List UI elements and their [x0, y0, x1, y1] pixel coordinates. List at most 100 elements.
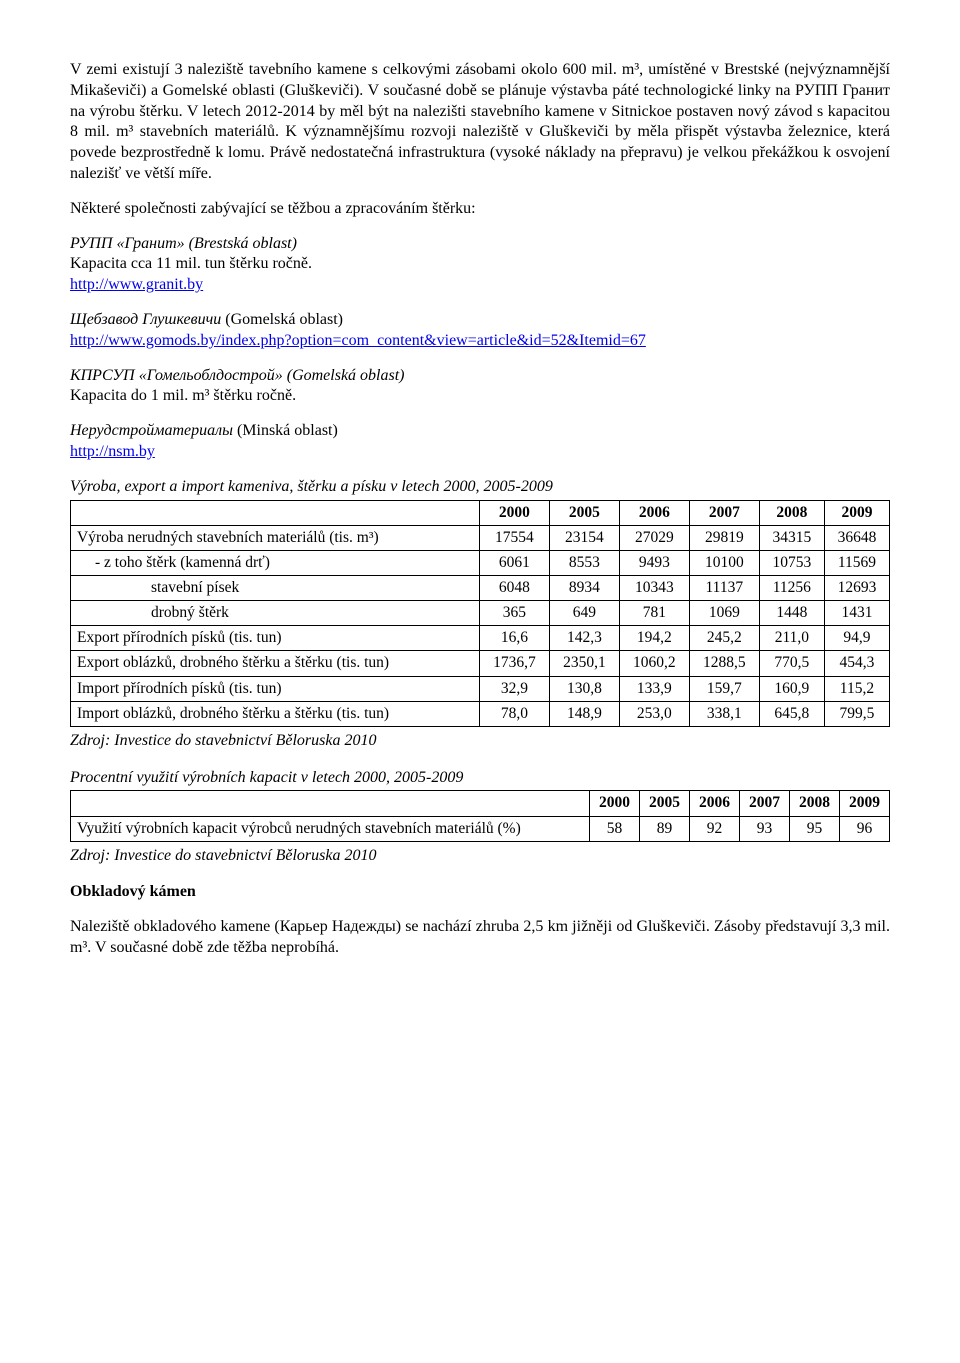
paragraph-last: Naleziště obkladového kamene (Карьер Над… — [70, 917, 890, 959]
table-1-year: 2000 — [479, 500, 549, 525]
cell-value: 1448 — [759, 601, 824, 626]
table-2-year: 2005 — [640, 791, 690, 816]
table-2-year: 2009 — [839, 791, 889, 816]
table-row: Export oblázků, drobného štěrku a štěrku… — [71, 651, 890, 676]
table-row: Import přírodních písků (tis. tun)32,913… — [71, 676, 890, 701]
cell-value: 115,2 — [824, 676, 889, 701]
cell-value: 2350,1 — [549, 651, 619, 676]
row-label: drobný štěrk — [71, 601, 480, 626]
cell-value: 89 — [640, 816, 690, 841]
cell-value: 245,2 — [689, 626, 759, 651]
cell-value: 34315 — [759, 525, 824, 550]
company-2-link[interactable]: http://www.gomods.by/index.php?option=co… — [70, 332, 646, 349]
row-label: stavební písek — [71, 575, 480, 600]
cell-value: 8934 — [549, 575, 619, 600]
cell-value: 94,9 — [824, 626, 889, 651]
cell-value: 6061 — [479, 550, 549, 575]
cell-value: 160,9 — [759, 676, 824, 701]
table-1-year: 2006 — [619, 500, 689, 525]
cell-value: 11137 — [689, 575, 759, 600]
company-4-link[interactable]: http://nsm.by — [70, 443, 155, 460]
company-1-name: РУПП «Гранит» (Brestská oblast) — [70, 235, 297, 252]
company-1: РУПП «Гранит» (Brestská oblast) Kapacita… — [70, 234, 890, 296]
table-1-year: 2008 — [759, 500, 824, 525]
row-label: - z toho štěrk (kamenná drť) — [71, 550, 480, 575]
cell-value: 645,8 — [759, 701, 824, 726]
company-1-capacity: Kapacita cca 11 mil. tun štěrku ročně. — [70, 255, 312, 272]
company-3-capacity: Kapacita do 1 mil. m³ štěrku ročně. — [70, 387, 296, 404]
cell-value: 130,8 — [549, 676, 619, 701]
table-row: Využití výrobních kapacit výrobců nerudn… — [71, 816, 890, 841]
table-row: stavební písek60488934103431113711256126… — [71, 575, 890, 600]
cell-value: 95 — [789, 816, 839, 841]
cell-value: 194,2 — [619, 626, 689, 651]
cell-value: 649 — [549, 601, 619, 626]
cell-value: 27029 — [619, 525, 689, 550]
row-label: Export oblázků, drobného štěrku a štěrku… — [71, 651, 480, 676]
table-row: Import oblázků, drobného štěrku a štěrku… — [71, 701, 890, 726]
table-1-source: Zdroj: Investice do stavebnictví Bělorus… — [70, 731, 890, 752]
cell-value: 16,6 — [479, 626, 549, 651]
cell-value: 23154 — [549, 525, 619, 550]
table-2-year: 2008 — [789, 791, 839, 816]
table-2-source: Zdroj: Investice do stavebnictví Bělorus… — [70, 846, 890, 867]
company-1-link[interactable]: http://www.granit.by — [70, 276, 203, 293]
company-3-name: КПРСУП «Гомельоблдострой» (Gomelská obla… — [70, 367, 405, 384]
table-2: 200020052006200720082009Využití výrobníc… — [70, 790, 890, 841]
table-row: - z toho štěrk (kamenná drť)606185539493… — [71, 550, 890, 575]
table-1-year: 2009 — [824, 500, 889, 525]
cell-value: 253,0 — [619, 701, 689, 726]
paragraph-companies-intro: Některé společnosti zabývající se těžbou… — [70, 199, 890, 220]
cell-value: 159,7 — [689, 676, 759, 701]
cell-value: 9493 — [619, 550, 689, 575]
cell-value: 36648 — [824, 525, 889, 550]
row-label: Export přírodních písků (tis. tun) — [71, 626, 480, 651]
row-label: Výroba nerudných stavebních materiálů (t… — [71, 525, 480, 550]
table-row: drobný štěrk365649781106914481431 — [71, 601, 890, 626]
table-row: Výroba nerudných stavebních materiálů (t… — [71, 525, 890, 550]
table-row: Export přírodních písků (tis. tun)16,614… — [71, 626, 890, 651]
table-2-year: 2000 — [590, 791, 640, 816]
cell-value: 781 — [619, 601, 689, 626]
company-2: Щебзавод Глушкевичи (Gomelská oblast) ht… — [70, 310, 890, 352]
cell-value: 11569 — [824, 550, 889, 575]
cell-value: 78,0 — [479, 701, 549, 726]
cell-value: 8553 — [549, 550, 619, 575]
cell-value: 1288,5 — [689, 651, 759, 676]
company-2-region: (Gomelská oblast) — [221, 311, 343, 328]
cell-value: 11256 — [759, 575, 824, 600]
cell-value: 12693 — [824, 575, 889, 600]
cell-value: 211,0 — [759, 626, 824, 651]
cell-value: 10343 — [619, 575, 689, 600]
cell-value: 770,5 — [759, 651, 824, 676]
cell-value: 10753 — [759, 550, 824, 575]
cell-value: 58 — [590, 816, 640, 841]
row-label: Import oblázků, drobného štěrku a štěrku… — [71, 701, 480, 726]
cell-value: 6048 — [479, 575, 549, 600]
table-1-title: Výroba, export a import kameniva, štěrku… — [70, 477, 890, 498]
company-4: Нерудстройматериалы (Minská oblast) http… — [70, 421, 890, 463]
row-label: Import přírodních písků (tis. tun) — [71, 676, 480, 701]
cell-value: 365 — [479, 601, 549, 626]
cell-value: 10100 — [689, 550, 759, 575]
cell-value: 29819 — [689, 525, 759, 550]
company-3: КПРСУП «Гомельоблдострой» (Gomelská obla… — [70, 366, 890, 408]
company-2-name: Щебзавод Глушкевичи — [70, 311, 221, 328]
cell-value: 17554 — [479, 525, 549, 550]
heading-obkladovy-kamen: Obkladový kámen — [70, 882, 890, 903]
cell-value: 338,1 — [689, 701, 759, 726]
cell-value: 92 — [689, 816, 739, 841]
cell-value: 133,9 — [619, 676, 689, 701]
paragraph-intro: V zemi existují 3 naleziště tavebního ka… — [70, 60, 890, 185]
cell-value: 1736,7 — [479, 651, 549, 676]
cell-value: 32,9 — [479, 676, 549, 701]
table-1-year: 2007 — [689, 500, 759, 525]
cell-value: 1431 — [824, 601, 889, 626]
cell-value: 96 — [839, 816, 889, 841]
cell-value: 148,9 — [549, 701, 619, 726]
table-1: 200020052006200720082009 Výroba nerudných… — [70, 500, 890, 727]
cell-value: 454,3 — [824, 651, 889, 676]
table-2-year: 2007 — [739, 791, 789, 816]
table-1-year: 2005 — [549, 500, 619, 525]
cell-value: 142,3 — [549, 626, 619, 651]
